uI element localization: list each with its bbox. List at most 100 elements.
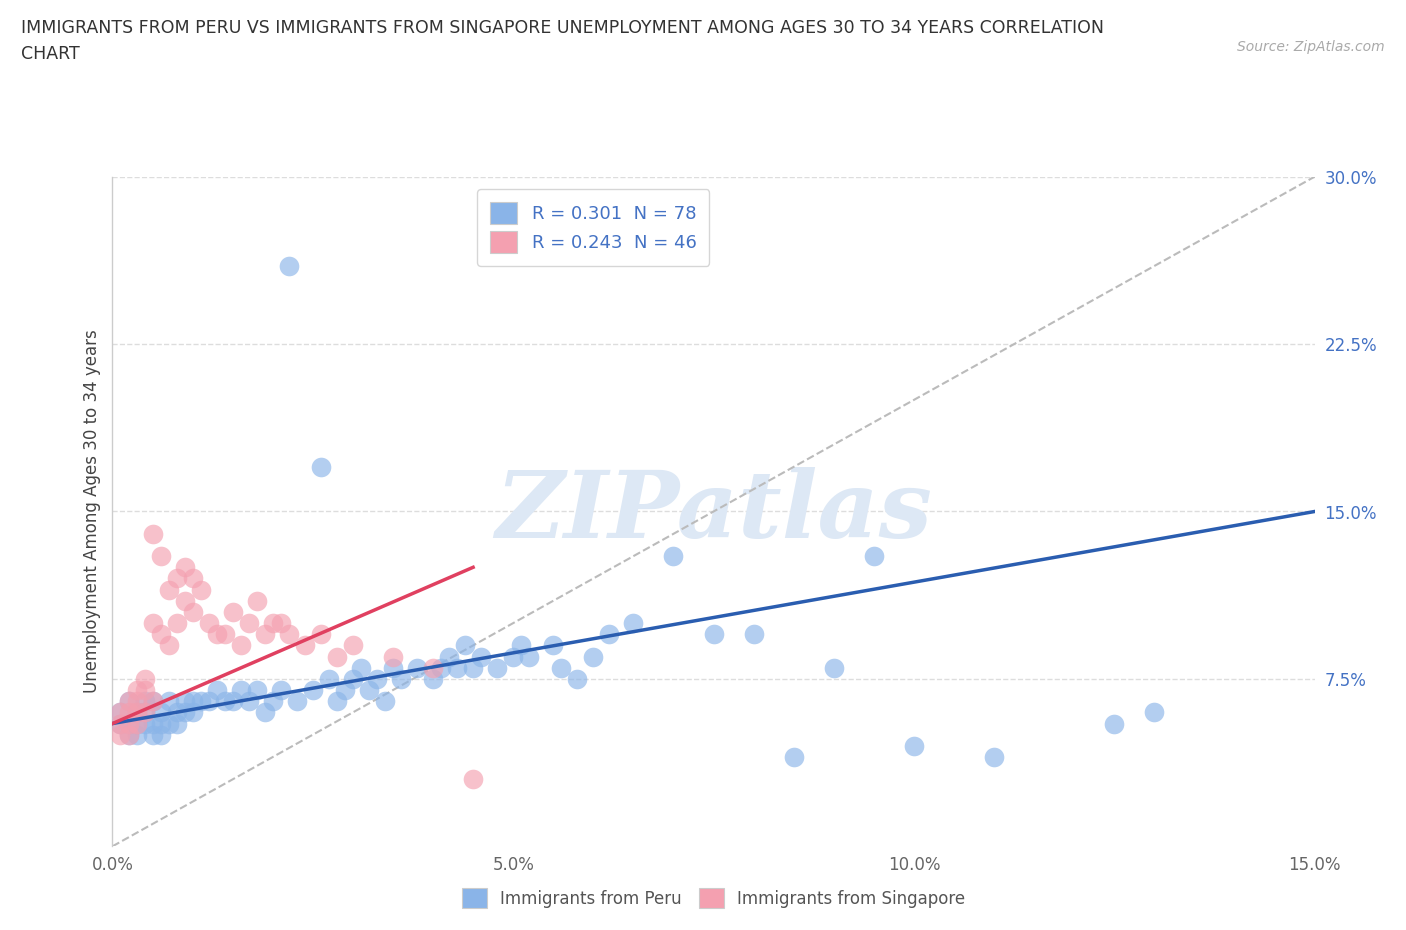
Point: [903, 738, 925, 753]
Point: [110, 716, 132, 731]
Point: [502, 649, 524, 664]
Point: [486, 660, 509, 675]
Point: [461, 660, 484, 675]
Point: [110, 716, 132, 731]
Point: [1143, 705, 1166, 720]
Point: [318, 671, 340, 686]
Point: [366, 671, 388, 686]
Point: [125, 694, 148, 709]
Point: [510, 638, 533, 653]
Point: [134, 705, 156, 720]
Point: [149, 727, 172, 742]
Point: [454, 638, 477, 653]
Point: [422, 671, 444, 686]
Point: [125, 727, 148, 742]
Point: [181, 604, 204, 619]
Point: [197, 694, 219, 709]
Point: [125, 705, 148, 720]
Point: [205, 683, 228, 698]
Point: [294, 638, 316, 653]
Point: [238, 694, 260, 709]
Point: [229, 638, 252, 653]
Point: [173, 694, 195, 709]
Point: [117, 705, 139, 720]
Point: [326, 694, 349, 709]
Point: [517, 649, 540, 664]
Text: ZIPatlas: ZIPatlas: [495, 467, 932, 556]
Point: [246, 683, 269, 698]
Point: [582, 649, 605, 664]
Point: [173, 593, 195, 608]
Point: [222, 604, 245, 619]
Point: [157, 694, 180, 709]
Point: [382, 649, 405, 664]
Point: [238, 616, 260, 631]
Point: [110, 727, 132, 742]
Point: [277, 627, 299, 642]
Point: [149, 705, 172, 720]
Point: [742, 627, 765, 642]
Point: [446, 660, 468, 675]
Point: [309, 627, 332, 642]
Point: [270, 683, 292, 698]
Point: [621, 616, 644, 631]
Point: [422, 660, 444, 675]
Point: [285, 694, 308, 709]
Point: [229, 683, 252, 698]
Point: [270, 616, 292, 631]
Point: [117, 716, 139, 731]
Point: [173, 705, 195, 720]
Point: [262, 616, 284, 631]
Point: [782, 750, 804, 764]
Point: [1102, 716, 1125, 731]
Point: [222, 694, 245, 709]
Point: [141, 716, 163, 731]
Point: [430, 660, 453, 675]
Text: CHART: CHART: [21, 45, 80, 62]
Point: [567, 671, 589, 686]
Point: [190, 694, 212, 709]
Point: [190, 582, 212, 597]
Point: [166, 571, 188, 586]
Point: [333, 683, 356, 698]
Point: [302, 683, 325, 698]
Point: [374, 694, 396, 709]
Point: [543, 638, 565, 653]
Point: [110, 705, 132, 720]
Point: [117, 727, 139, 742]
Point: [181, 571, 204, 586]
Point: [117, 694, 139, 709]
Point: [983, 750, 1005, 764]
Legend: Immigrants from Peru, Immigrants from Singapore: Immigrants from Peru, Immigrants from Si…: [456, 882, 972, 915]
Point: [173, 560, 195, 575]
Point: [550, 660, 572, 675]
Point: [598, 627, 620, 642]
Point: [181, 705, 204, 720]
Point: [253, 627, 276, 642]
Point: [157, 716, 180, 731]
Point: [382, 660, 405, 675]
Point: [342, 638, 364, 653]
Point: [134, 671, 156, 686]
Point: [309, 459, 332, 474]
Point: [214, 694, 236, 709]
Point: [357, 683, 380, 698]
Point: [141, 526, 163, 541]
Point: [125, 716, 148, 731]
Point: [277, 259, 299, 273]
Y-axis label: Unemployment Among Ages 30 to 34 years: Unemployment Among Ages 30 to 34 years: [83, 329, 101, 694]
Point: [125, 683, 148, 698]
Point: [662, 549, 685, 564]
Point: [157, 638, 180, 653]
Point: [149, 549, 172, 564]
Point: [197, 616, 219, 631]
Point: [149, 627, 172, 642]
Text: Source: ZipAtlas.com: Source: ZipAtlas.com: [1237, 40, 1385, 54]
Text: IMMIGRANTS FROM PERU VS IMMIGRANTS FROM SINGAPORE UNEMPLOYMENT AMONG AGES 30 TO : IMMIGRANTS FROM PERU VS IMMIGRANTS FROM …: [21, 19, 1104, 36]
Point: [141, 616, 163, 631]
Point: [246, 593, 269, 608]
Point: [149, 716, 172, 731]
Point: [125, 705, 148, 720]
Point: [262, 694, 284, 709]
Point: [166, 705, 188, 720]
